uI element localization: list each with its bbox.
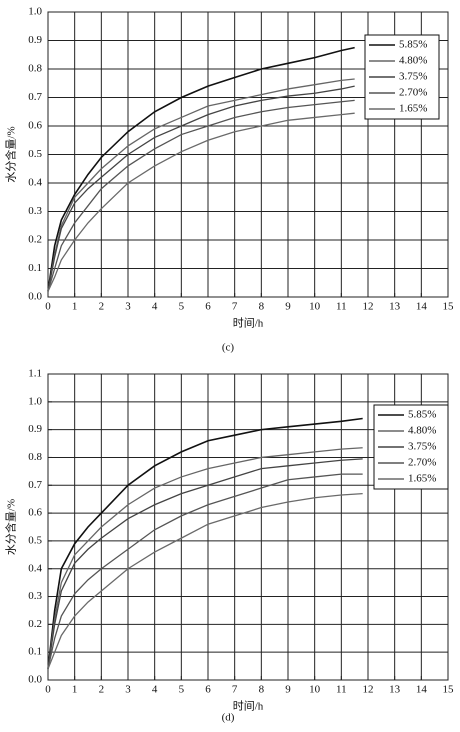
caption: (d) xyxy=(222,712,235,724)
x-tick-label: 7 xyxy=(232,684,238,696)
series-line xyxy=(47,46,355,292)
y-axis-label: 水分含量/% xyxy=(4,499,18,555)
x-tick-label: 14 xyxy=(416,301,428,313)
y-tick-label: 0.3 xyxy=(28,590,42,602)
x-axis-label: 时间/h xyxy=(233,317,264,330)
x-tick-label: 6 xyxy=(205,684,211,696)
x-tick-label: 2 xyxy=(99,684,105,696)
series-line xyxy=(47,99,355,292)
series-line xyxy=(47,112,355,292)
legend-label: 5.85% xyxy=(399,39,427,51)
series-line xyxy=(47,492,363,670)
y-tick-label: 0.6 xyxy=(28,120,42,132)
x-tick-label: 9 xyxy=(285,684,291,696)
x-tick-label: 15 xyxy=(443,301,455,313)
y-tick-label: 1.1 xyxy=(28,368,42,380)
y-axis-label: 水分含量/% xyxy=(4,126,18,182)
y-tick-label: 0.3 xyxy=(28,205,42,217)
x-tick-label: 11 xyxy=(336,684,347,696)
x-tick-label: 4 xyxy=(152,301,158,313)
x-tick-label: 5 xyxy=(179,301,185,313)
x-tick-label: 9 xyxy=(285,301,291,313)
y-tick-label: 0.5 xyxy=(28,534,42,546)
y-tick-label: 0.0 xyxy=(28,291,42,303)
y-tick-label: 0.9 xyxy=(28,34,42,46)
x-tick-label: 10 xyxy=(309,684,321,696)
x-tick-label: 13 xyxy=(389,301,401,313)
legend-label: 2.70% xyxy=(408,457,436,469)
x-tick-label: 0 xyxy=(45,684,51,696)
series-line xyxy=(47,447,363,669)
y-tick-label: 0.8 xyxy=(28,451,42,463)
series-line xyxy=(47,78,355,292)
x-tick-label: 5 xyxy=(179,684,185,696)
y-tick-label: 0.1 xyxy=(28,646,42,658)
y-tick-label: 0.6 xyxy=(28,507,42,519)
x-tick-label: 0 xyxy=(45,301,51,313)
series-line xyxy=(47,473,363,670)
series-line xyxy=(47,85,355,292)
legend-label: 1.65% xyxy=(408,473,436,485)
y-tick-label: 0.4 xyxy=(28,177,42,189)
y-tick-label: 0.4 xyxy=(28,562,42,574)
legend-label: 3.75% xyxy=(399,71,427,83)
y-tick-label: 0.5 xyxy=(28,148,42,160)
x-axis-label: 时间/h xyxy=(233,700,264,713)
y-tick-label: 1.0 xyxy=(28,395,42,407)
legend-label: 4.80% xyxy=(408,425,436,437)
x-tick-label: 10 xyxy=(309,301,321,313)
legend-label: 5.85% xyxy=(408,409,436,421)
y-tick-label: 0.7 xyxy=(28,479,42,491)
x-tick-label: 15 xyxy=(443,684,455,696)
x-tick-label: 12 xyxy=(363,301,374,313)
x-tick-label: 8 xyxy=(259,684,265,696)
x-tick-label: 11 xyxy=(336,301,347,313)
x-tick-label: 6 xyxy=(205,301,211,313)
series-line xyxy=(47,458,363,669)
series-line xyxy=(47,417,363,669)
x-tick-label: 2 xyxy=(99,301,105,313)
x-tick-label: 8 xyxy=(259,301,265,313)
y-tick-label: 0.8 xyxy=(28,63,42,75)
x-tick-label: 13 xyxy=(389,684,401,696)
legend-label: 2.70% xyxy=(399,87,427,99)
y-tick-label: 0.1 xyxy=(28,262,42,274)
legend-label: 1.65% xyxy=(399,103,427,115)
legend-label: 3.75% xyxy=(408,441,436,453)
x-tick-label: 1 xyxy=(72,684,78,696)
x-tick-label: 7 xyxy=(232,301,238,313)
x-tick-label: 3 xyxy=(125,684,131,696)
y-tick-label: 0.0 xyxy=(28,674,42,686)
y-tick-label: 1.0 xyxy=(28,6,42,18)
caption: (c) xyxy=(222,342,235,354)
y-tick-label: 0.2 xyxy=(28,618,42,630)
x-tick-label: 12 xyxy=(363,684,374,696)
y-tick-label: 0.2 xyxy=(28,234,42,246)
legend-label: 4.80% xyxy=(399,55,427,67)
x-tick-label: 14 xyxy=(416,684,428,696)
y-tick-label: 0.9 xyxy=(28,423,42,435)
x-tick-label: 4 xyxy=(152,684,158,696)
x-tick-label: 1 xyxy=(72,301,78,313)
x-tick-label: 3 xyxy=(125,301,131,313)
y-tick-label: 0.7 xyxy=(28,91,42,103)
